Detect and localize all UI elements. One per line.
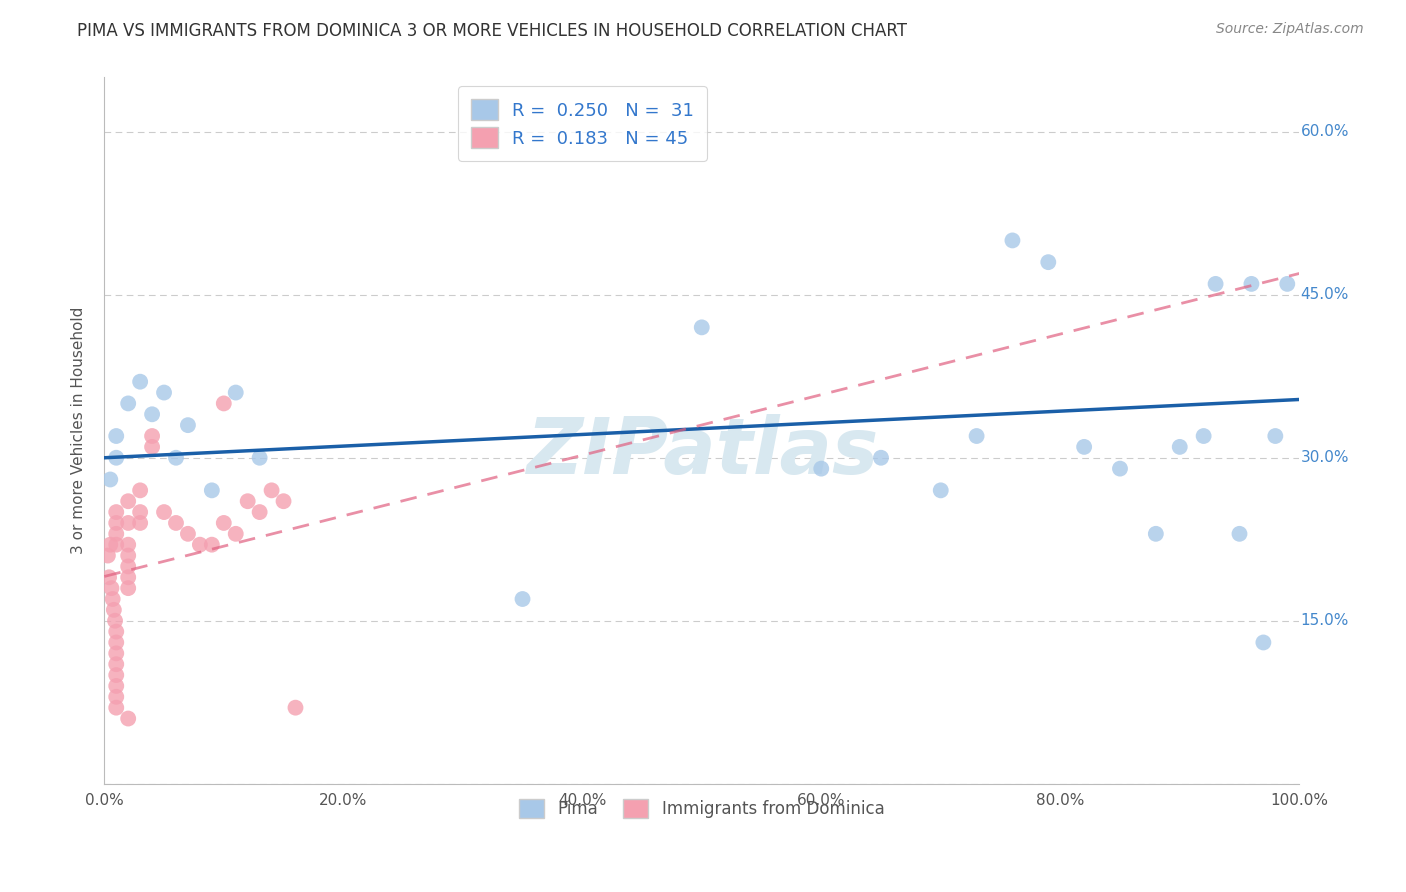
Point [105,679,128,693]
Point [105,450,128,465]
Point [117,396,139,410]
Point [810,461,832,475]
Point [101,592,124,607]
Point [260,483,283,498]
Point [129,483,152,498]
Point [1264,429,1286,443]
Point [966,429,988,443]
Text: 30.0%: 30.0% [1301,450,1348,466]
Point [105,429,128,443]
Text: Source: ZipAtlas.com: Source: ZipAtlas.com [1216,22,1364,37]
Point [512,592,534,607]
Point [98,570,121,584]
Point [141,440,163,454]
Point [98,538,121,552]
Point [1277,277,1299,291]
Point [1205,277,1227,291]
Point [1038,255,1060,269]
Point [165,450,187,465]
Text: PIMA VS IMMIGRANTS FROM DOMINICA 3 OR MORE VEHICLES IN HOUSEHOLD CORRELATION CHA: PIMA VS IMMIGRANTS FROM DOMINICA 3 OR MO… [77,22,907,40]
Text: 15.0%: 15.0% [1301,613,1348,628]
Point [249,505,271,519]
Point [1109,461,1132,475]
Point [103,603,125,617]
Point [117,712,139,726]
Point [129,505,152,519]
Point [105,505,128,519]
Point [1168,440,1191,454]
Point [98,473,121,487]
Point [100,581,122,595]
Point [1144,526,1167,541]
Point [177,526,200,541]
Point [141,407,163,421]
Point [117,494,139,508]
Text: 60.0%: 60.0% [1301,124,1348,139]
Point [870,450,893,465]
Point [117,549,139,563]
Point [690,320,713,334]
Point [165,516,187,530]
Point [225,526,247,541]
Point [1229,526,1251,541]
Point [117,581,139,595]
Point [105,624,128,639]
Point [249,450,271,465]
Point [1253,635,1275,649]
Point [284,700,307,714]
Point [141,429,163,443]
Point [929,483,952,498]
Point [188,538,211,552]
Text: 45.0%: 45.0% [1301,287,1348,302]
Point [105,690,128,704]
Point [1192,429,1215,443]
Point [105,516,128,530]
Text: ZIPatlas: ZIPatlas [526,414,877,490]
Point [104,614,127,628]
Legend: Pima, Immigrants from Dominica: Pima, Immigrants from Dominica [513,792,891,825]
Point [177,418,200,433]
Point [105,668,128,682]
Point [117,516,139,530]
Point [105,646,128,660]
Point [212,396,235,410]
Point [1001,234,1024,248]
Point [105,700,128,714]
Point [129,516,152,530]
Point [117,559,139,574]
Point [225,385,247,400]
Point [236,494,259,508]
Point [105,526,128,541]
Point [153,385,176,400]
Point [1073,440,1095,454]
Point [129,375,152,389]
Point [105,657,128,672]
Point [1240,277,1263,291]
Point [153,505,176,519]
Point [201,538,224,552]
Point [201,483,224,498]
Y-axis label: 3 or more Vehicles in Household: 3 or more Vehicles in Household [72,307,86,554]
Point [117,538,139,552]
Point [105,635,128,649]
Point [97,549,120,563]
Point [117,570,139,584]
Point [212,516,235,530]
Point [273,494,295,508]
Point [105,538,128,552]
